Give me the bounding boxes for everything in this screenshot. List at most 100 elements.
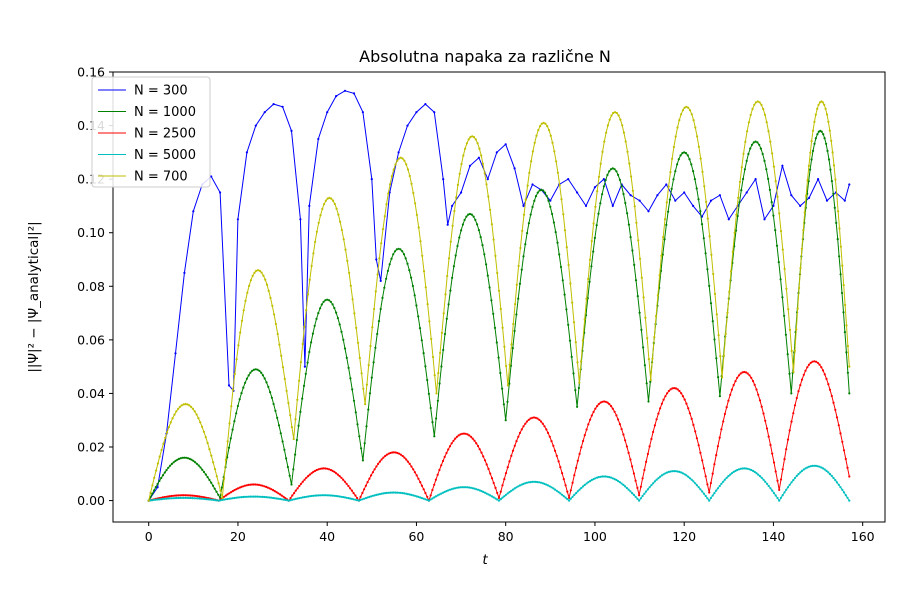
point-2-218 bbox=[529, 417, 532, 420]
point-1-3 bbox=[153, 489, 156, 492]
point-4-216 bbox=[535, 134, 538, 137]
point-2-274 bbox=[627, 451, 630, 454]
point-2-155 bbox=[419, 481, 422, 484]
point-4-209 bbox=[522, 213, 526, 216]
point-3-326 bbox=[718, 484, 721, 488]
chart-title: Absolutna napaka za različne N bbox=[359, 47, 611, 66]
point-2-173 bbox=[450, 442, 453, 445]
point-4-382 bbox=[823, 103, 826, 106]
point-0-46 bbox=[522, 204, 525, 207]
point-2-44 bbox=[224, 494, 227, 497]
point-3-313 bbox=[695, 484, 699, 487]
point-3-52 bbox=[238, 496, 241, 499]
point-4-18 bbox=[180, 404, 183, 407]
point-1-190 bbox=[486, 274, 489, 277]
point-4-195 bbox=[497, 289, 501, 292]
point-3-226 bbox=[543, 482, 546, 485]
point-2-121 bbox=[359, 495, 362, 498]
point-3-121 bbox=[359, 498, 362, 501]
point-2-266 bbox=[613, 410, 616, 413]
point-4-395 bbox=[841, 264, 844, 267]
point-3-56 bbox=[245, 495, 248, 498]
point-3-62 bbox=[256, 495, 259, 498]
point-3-388 bbox=[827, 471, 830, 474]
point-1-140 bbox=[397, 247, 400, 250]
point-4-37 bbox=[215, 475, 218, 478]
point-3-348 bbox=[757, 473, 760, 476]
point-4-247 bbox=[590, 240, 593, 243]
point-3-21 bbox=[184, 496, 187, 499]
point-3-140 bbox=[392, 491, 395, 494]
point-3-104 bbox=[329, 494, 332, 497]
point-1-227 bbox=[552, 221, 556, 224]
point-2-48 bbox=[231, 490, 234, 493]
point-2-398 bbox=[844, 457, 847, 461]
point-4-236 bbox=[571, 301, 574, 304]
point-1-59 bbox=[252, 368, 256, 371]
point-4-96 bbox=[321, 207, 324, 211]
point-1-266 bbox=[622, 192, 625, 196]
point-4-276 bbox=[642, 296, 645, 299]
point-4-242 bbox=[581, 339, 585, 342]
point-1-391 bbox=[835, 221, 838, 224]
point-1-319 bbox=[717, 376, 720, 379]
point-2-239 bbox=[566, 490, 569, 493]
point-4-235 bbox=[569, 282, 572, 285]
point-3-142 bbox=[396, 491, 399, 494]
point-4-27 bbox=[197, 417, 200, 420]
point-1-301 bbox=[684, 152, 688, 155]
point-4-274 bbox=[638, 257, 642, 260]
point-1-153 bbox=[420, 339, 423, 342]
point-3-86 bbox=[298, 497, 301, 500]
point-1-67 bbox=[267, 385, 270, 388]
point-4-142 bbox=[403, 159, 406, 162]
point-4-204 bbox=[514, 303, 517, 306]
point-3-288 bbox=[652, 482, 655, 485]
point-1-262 bbox=[615, 170, 618, 173]
point-3-384 bbox=[820, 466, 823, 469]
point-2-199 bbox=[496, 491, 499, 494]
point-1-34 bbox=[208, 478, 211, 481]
point-4-175 bbox=[462, 154, 465, 157]
point-2-186 bbox=[473, 439, 476, 442]
point-4-179 bbox=[469, 136, 472, 139]
point-1-107 bbox=[338, 323, 341, 326]
point-2-97 bbox=[317, 468, 320, 471]
point-1-117 bbox=[356, 423, 359, 426]
point-0-32 bbox=[406, 124, 409, 127]
point-3-336 bbox=[736, 468, 739, 472]
point-2-13 bbox=[170, 494, 173, 498]
point-3-286 bbox=[648, 486, 651, 489]
point-4-81 bbox=[294, 418, 297, 421]
point-1-250 bbox=[593, 236, 597, 239]
point-3-191 bbox=[482, 490, 485, 493]
point-2-264 bbox=[610, 405, 613, 408]
point-4-298 bbox=[681, 109, 685, 112]
point-2-231 bbox=[552, 444, 555, 447]
point-0-38 bbox=[451, 204, 454, 207]
point-2-313 bbox=[695, 437, 699, 440]
point-2-104 bbox=[329, 468, 332, 472]
point-3-35 bbox=[208, 498, 212, 501]
point-3-129 bbox=[373, 494, 376, 497]
point-3-206 bbox=[508, 491, 511, 494]
point-1-378 bbox=[816, 133, 819, 136]
point-2-397 bbox=[842, 449, 846, 452]
point-4-163 bbox=[440, 331, 443, 334]
point-4-68 bbox=[271, 304, 274, 307]
point-2-250 bbox=[585, 428, 588, 431]
point-2-330 bbox=[725, 406, 728, 409]
point-3-290 bbox=[655, 478, 658, 481]
point-1-310 bbox=[700, 223, 704, 226]
point-1-189 bbox=[485, 263, 488, 266]
point-1-24 bbox=[190, 458, 193, 461]
point-2-65 bbox=[261, 484, 264, 487]
point-3-130 bbox=[375, 493, 378, 496]
point-2-11 bbox=[166, 495, 170, 498]
point-3-399 bbox=[846, 496, 849, 499]
point-4-296 bbox=[678, 119, 681, 122]
point-1-69 bbox=[270, 396, 273, 399]
point-3-66 bbox=[263, 495, 266, 499]
point-4-35 bbox=[212, 461, 215, 464]
point-2-230 bbox=[550, 440, 553, 443]
